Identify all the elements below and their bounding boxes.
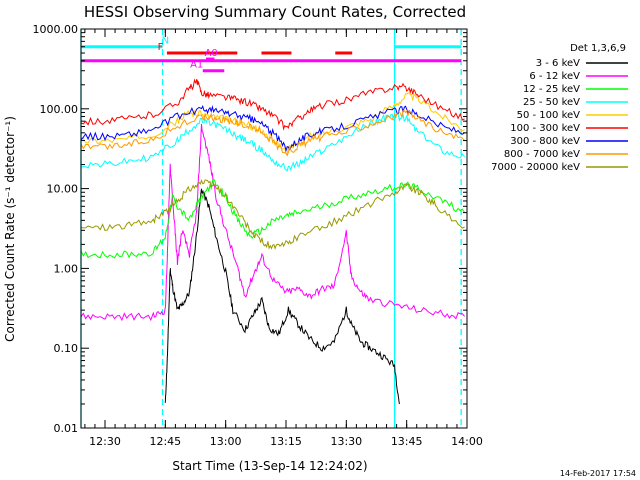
legend-title: Det 1,3,6,9 — [570, 43, 626, 54]
x-tick-label: 13:15 — [270, 435, 302, 448]
plot-frame — [80, 28, 468, 429]
legend-entry-label: 300 - 800 keV — [510, 136, 580, 147]
series-line — [80, 112, 465, 172]
series-line — [164, 188, 400, 405]
series-line — [80, 123, 465, 322]
x-axis-label: Start Time (13-Sep-14 12:24:02) — [172, 459, 367, 473]
x-tick-label: 12:45 — [149, 435, 181, 448]
x-tick-label: 12:30 — [89, 435, 121, 448]
legend-entry-label: 6 - 12 keV — [529, 71, 580, 82]
flag-label: N — [162, 36, 169, 47]
legend-entry-label: 12 - 25 keV — [523, 84, 580, 95]
series-line — [80, 179, 465, 250]
flag-label: A1 — [190, 60, 203, 71]
x-tick-label: 13:30 — [330, 435, 362, 448]
legend-entry-label: 100 - 300 keV — [510, 123, 580, 134]
y-tick-label: 0.10 — [54, 342, 79, 355]
y-tick-label: 1000.00 — [33, 23, 79, 36]
y-axis-label: Corrected Count Rate (s⁻¹ detector⁻¹) — [3, 116, 17, 342]
series-line — [80, 92, 465, 155]
series-line — [80, 78, 465, 131]
series-line — [80, 178, 466, 259]
legend-entry-label: 7000 - 20000 keV — [491, 162, 580, 173]
legend-entry-label: 25 - 50 keV — [523, 97, 580, 108]
series-line — [80, 109, 465, 157]
flag-label: A0 — [205, 48, 218, 59]
legend-entry-label: 3 - 6 keV — [536, 58, 580, 69]
footer-date: 14-Feb-2017 17:54 — [560, 469, 636, 478]
x-tick-label: 13:00 — [210, 435, 242, 448]
y-tick-label: 10.00 — [47, 183, 79, 196]
legend-entry-label: 800 - 7000 keV — [504, 149, 580, 160]
x-tick-label: 13:45 — [391, 435, 423, 448]
legend-entry-label: 50 - 100 keV — [517, 110, 581, 121]
y-tick-label: 100.00 — [40, 103, 79, 116]
chart-title: HESSI Observing Summary Count Rates, Cor… — [84, 3, 466, 21]
flag-label: F — [158, 42, 164, 53]
legend: 3 - 6 keV 6 - 12 keV 12 - 25 keV 25 - 50 ke… — [491, 58, 628, 173]
y-tick-label: 1.00 — [54, 262, 79, 275]
y-tick-label: 0.01 — [54, 422, 79, 435]
x-tick-label: 14:00 — [451, 435, 483, 448]
